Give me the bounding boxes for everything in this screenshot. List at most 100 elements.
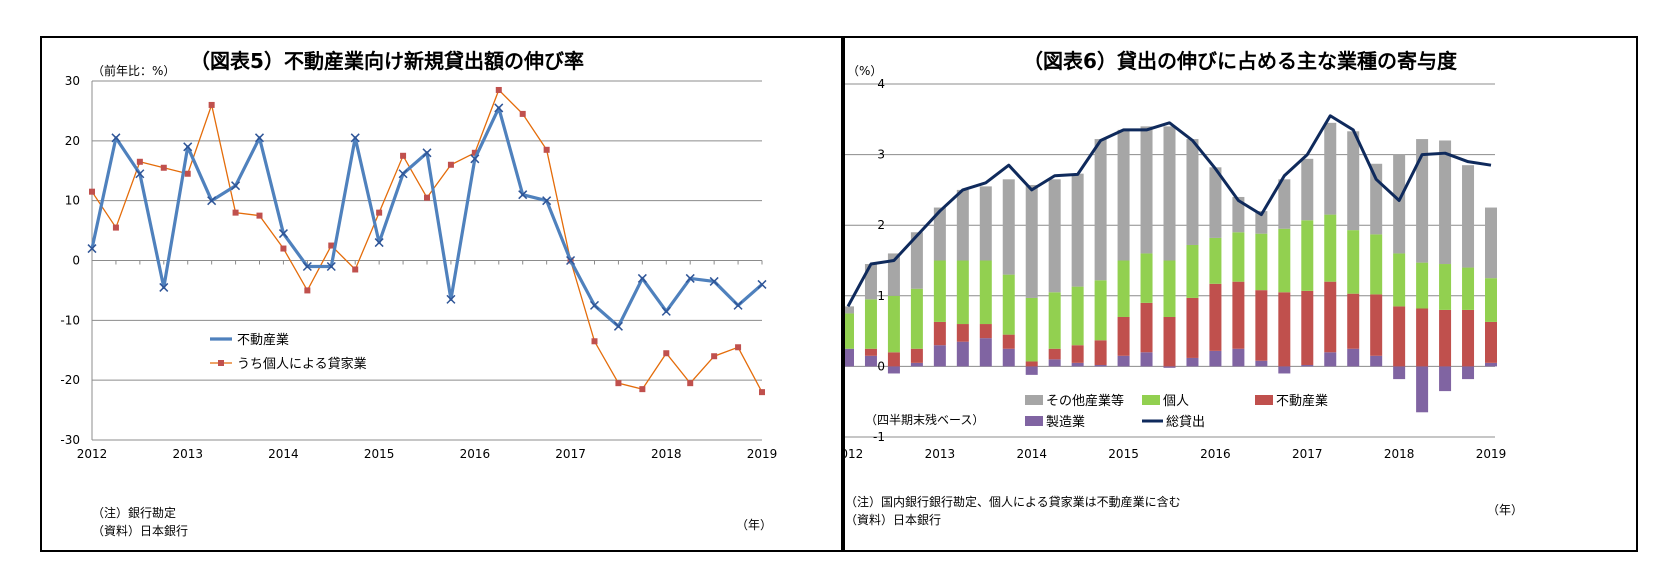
bar-segment <box>1462 267 1475 310</box>
y-tick-label: 30 <box>65 74 80 88</box>
data-point-rental <box>304 287 311 294</box>
bar-segment <box>1416 366 1429 413</box>
data-point-rental <box>615 380 622 387</box>
bar-segment <box>887 352 900 367</box>
bar-segment <box>1485 362 1497 367</box>
bar-segment <box>1117 316 1130 356</box>
y-tick-label: 20 <box>65 134 80 148</box>
y-tick-label: -20 <box>60 373 80 387</box>
data-point-realestate <box>278 229 288 239</box>
data-point-rental <box>256 212 263 219</box>
bar-segment <box>1324 214 1337 282</box>
data-point-rental <box>687 380 694 387</box>
bar-segment <box>933 321 946 346</box>
bar-segment <box>933 260 946 322</box>
bar-segment <box>1232 232 1245 282</box>
x-tick-label: 2015 <box>1108 447 1139 461</box>
legend-swatch-manufacturing <box>1025 416 1043 426</box>
bar-segment <box>1025 184 1038 298</box>
bar-segment <box>1485 278 1497 322</box>
data-point-realestate <box>589 300 600 310</box>
data-point-realestate <box>350 133 360 143</box>
marker-stroke <box>374 238 384 248</box>
x-tick-label: 2013 <box>925 447 956 461</box>
bar-segment <box>1324 352 1337 367</box>
marker-stroke <box>685 273 695 283</box>
chart-title: （図表6）貸出の伸びに占める主な業種の寄与度 <box>1023 49 1458 73</box>
bar-segment <box>1117 355 1130 367</box>
data-point-realestate <box>254 133 265 143</box>
data-point-rental <box>184 170 191 177</box>
marker-stroke <box>637 273 647 283</box>
bar-segment <box>956 341 969 367</box>
bar-segment <box>1048 359 1061 367</box>
bar-segment <box>887 253 900 296</box>
marker-stroke <box>470 154 480 164</box>
bar-segment <box>1255 233 1268 291</box>
marker-stroke <box>494 103 504 113</box>
bar-segment <box>1163 126 1176 261</box>
marker-stroke <box>613 321 623 331</box>
bar-segment <box>1255 211 1268 234</box>
bar-segment <box>1163 366 1176 368</box>
data-point-rental <box>495 86 502 93</box>
bar-segment <box>1278 292 1291 367</box>
bar-segment <box>1117 260 1130 317</box>
legend-marker-rental <box>218 360 224 366</box>
bar-segment <box>1025 297 1038 362</box>
bar-segment <box>864 355 877 367</box>
bar-segment <box>1462 366 1475 380</box>
bar-segment <box>1393 253 1406 307</box>
chart-panel-figure5: （図表5）不動産業向け新規貸出額の伸び率 （前年比：%） （年） （注）銀行勘定… <box>40 36 843 552</box>
data-point-realestate <box>326 261 336 272</box>
bar-segment <box>1140 302 1153 353</box>
x-tick-label: 2016 <box>1200 447 1231 461</box>
data-point-rental <box>136 158 143 165</box>
data-point-rental <box>639 386 646 393</box>
bar-segment <box>1439 366 1452 392</box>
bar-segment <box>1186 297 1199 358</box>
bar-segment <box>1186 244 1199 298</box>
marker-stroke <box>422 148 432 158</box>
data-point-rental <box>376 209 383 216</box>
bar-segment <box>1140 352 1153 367</box>
bar-segment <box>1025 361 1038 367</box>
data-point-realestate <box>207 196 217 206</box>
marker-stroke <box>518 190 528 200</box>
bar-segment <box>1439 140 1452 265</box>
data-point-rental <box>232 209 239 216</box>
data-point-realestate <box>518 190 528 200</box>
marker-stroke <box>542 196 552 206</box>
x-tick-label: 2014 <box>1016 447 1047 461</box>
marker-stroke <box>183 142 193 152</box>
bar-segment <box>1094 364 1107 367</box>
source-text: （資料）日本銀行 <box>92 524 188 538</box>
data-point-rental <box>160 164 167 171</box>
marker-stroke <box>207 196 217 206</box>
bar-segment <box>1393 366 1406 380</box>
legend-label-individual: 個人 <box>1163 394 1189 409</box>
bar-segment <box>1186 139 1199 245</box>
bar-segment <box>979 186 992 261</box>
marker-stroke <box>302 261 312 272</box>
marker-stroke <box>589 300 600 310</box>
marker-stroke <box>661 306 671 316</box>
data-point-rental <box>471 149 478 156</box>
bar-segment <box>979 324 992 339</box>
data-point-realestate <box>374 238 384 248</box>
bar-segment <box>1393 306 1406 367</box>
data-point-realestate <box>733 300 743 310</box>
bar-segment <box>910 232 923 289</box>
bar-segment <box>956 324 969 342</box>
x-tick-label: 2018 <box>651 447 682 461</box>
bar-segment <box>1278 366 1291 374</box>
bar-segment <box>1462 309 1475 367</box>
data-point-rental <box>280 245 287 252</box>
chart-panel-figure6: （図表6）貸出の伸びに占める主な業種の寄与度 （%） （年） （四半期末残ベース… <box>843 36 1638 552</box>
legend-swatch-individual <box>1142 395 1160 405</box>
bar-segment <box>1140 126 1153 254</box>
bar-segment <box>845 313 854 349</box>
x-tick-label: 2018 <box>1384 447 1415 461</box>
bar-segment <box>1002 334 1015 349</box>
bar-segment <box>1301 364 1314 367</box>
